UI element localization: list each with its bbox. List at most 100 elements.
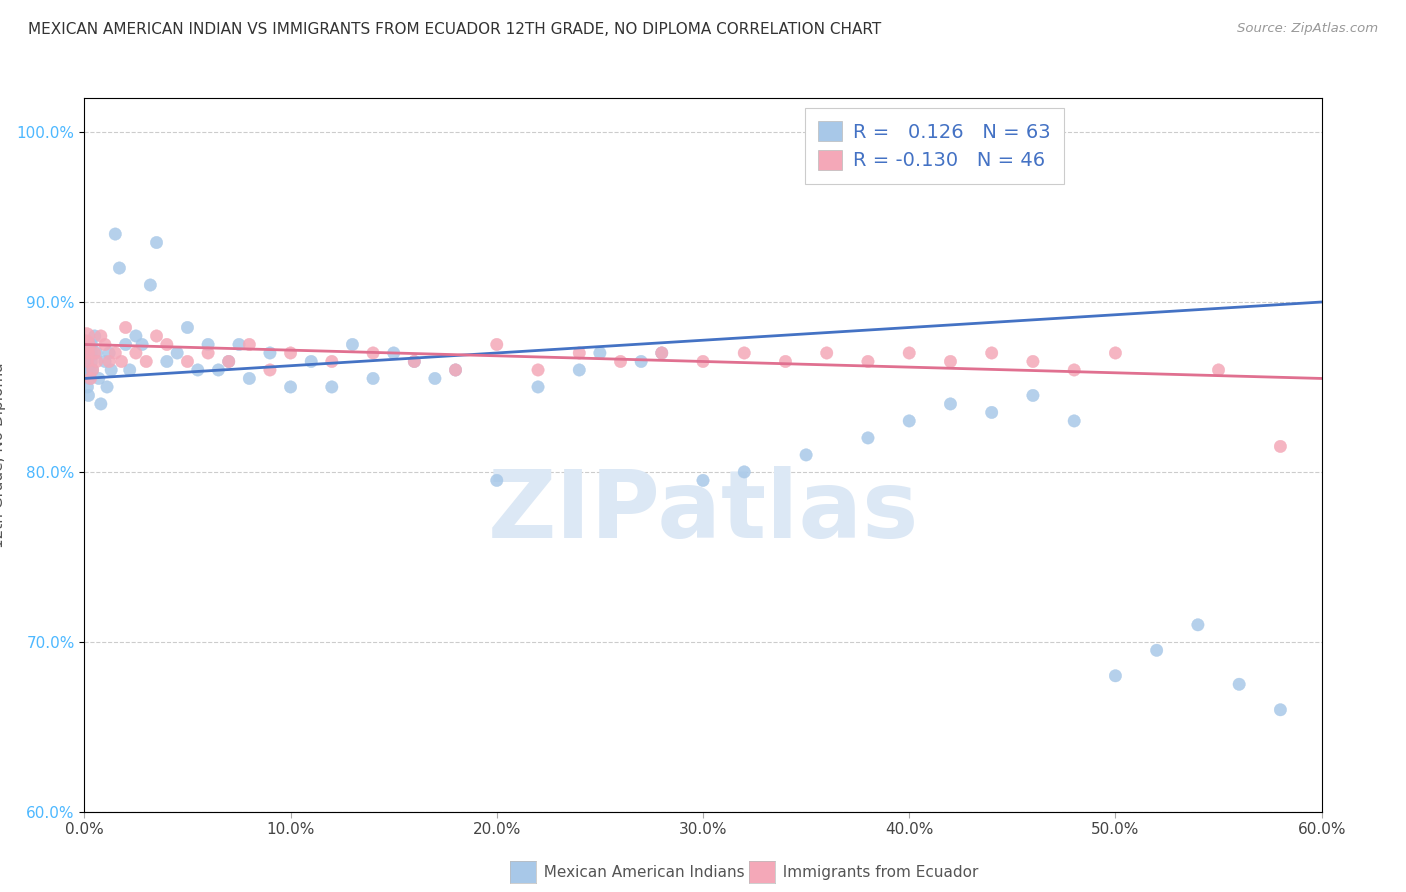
Point xyxy=(361,346,384,360)
Point xyxy=(228,337,250,351)
Point xyxy=(125,329,148,343)
Point xyxy=(382,346,405,360)
Point xyxy=(1022,354,1045,368)
Point xyxy=(651,346,673,360)
Point xyxy=(589,346,612,360)
Point xyxy=(299,354,322,368)
Point xyxy=(444,363,467,377)
Point xyxy=(114,337,136,351)
Point xyxy=(80,337,103,351)
Point xyxy=(75,346,97,360)
Legend: R =   0.126   N = 63, R = -0.130   N = 46: R = 0.126 N = 63, R = -0.130 N = 46 xyxy=(804,108,1064,184)
Point xyxy=(1270,703,1292,717)
Point xyxy=(145,329,167,343)
Point xyxy=(79,371,101,385)
Point xyxy=(321,354,343,368)
Point xyxy=(96,380,118,394)
Point xyxy=(630,354,652,368)
Text: Mexican American Indians: Mexican American Indians xyxy=(534,865,745,880)
Point xyxy=(856,354,879,368)
Point xyxy=(76,380,98,394)
Point xyxy=(692,354,714,368)
Point xyxy=(898,414,921,428)
Point xyxy=(733,465,755,479)
Y-axis label: 12th Grade, No Diploma: 12th Grade, No Diploma xyxy=(0,362,6,548)
Text: Source: ZipAtlas.com: Source: ZipAtlas.com xyxy=(1237,22,1378,36)
Point xyxy=(145,235,167,250)
Point xyxy=(207,363,229,377)
Point xyxy=(1022,388,1045,402)
Point xyxy=(90,397,112,411)
Text: Immigrants from Ecuador: Immigrants from Ecuador xyxy=(773,865,979,880)
Point xyxy=(485,337,508,351)
Point xyxy=(856,431,879,445)
Point xyxy=(733,346,755,360)
Point xyxy=(1063,363,1085,377)
Point xyxy=(568,363,591,377)
Point xyxy=(1227,677,1250,691)
Point xyxy=(423,371,446,385)
Point xyxy=(939,354,962,368)
Point xyxy=(527,363,550,377)
Point xyxy=(775,354,797,368)
Point xyxy=(125,346,148,360)
Point xyxy=(342,337,364,351)
Point xyxy=(444,363,467,377)
Point xyxy=(692,474,714,488)
Point xyxy=(139,278,162,293)
Point xyxy=(98,354,121,368)
Point xyxy=(82,363,104,377)
Point xyxy=(90,329,112,343)
Point xyxy=(156,354,179,368)
Point xyxy=(404,354,426,368)
Point xyxy=(79,371,101,385)
Point xyxy=(815,346,838,360)
Point xyxy=(75,329,97,343)
Point xyxy=(1063,414,1085,428)
Point xyxy=(77,346,100,360)
Point xyxy=(94,354,117,368)
Point xyxy=(104,227,127,241)
Point xyxy=(197,337,219,351)
Point xyxy=(94,337,117,351)
Point xyxy=(939,397,962,411)
Text: ZIPatlas: ZIPatlas xyxy=(488,466,918,558)
Point xyxy=(75,354,97,368)
Point xyxy=(651,346,673,360)
Point xyxy=(114,320,136,334)
Point xyxy=(79,363,101,377)
Point xyxy=(87,371,110,385)
Point xyxy=(259,363,281,377)
Point xyxy=(156,337,179,351)
Point xyxy=(568,346,591,360)
Point xyxy=(361,371,384,385)
Text: MEXICAN AMERICAN INDIAN VS IMMIGRANTS FROM ECUADOR 12TH GRADE, NO DIPLOMA CORREL: MEXICAN AMERICAN INDIAN VS IMMIGRANTS FR… xyxy=(28,22,882,37)
Point xyxy=(1104,346,1126,360)
Point xyxy=(77,388,100,402)
Point xyxy=(83,329,105,343)
Point xyxy=(280,380,302,394)
Point xyxy=(404,354,426,368)
Point xyxy=(100,363,122,377)
Point xyxy=(166,346,188,360)
Point xyxy=(527,380,550,394)
Point xyxy=(83,346,105,360)
Point xyxy=(238,371,260,385)
Point xyxy=(1104,669,1126,683)
Point xyxy=(259,346,281,360)
Point xyxy=(108,260,131,275)
Point xyxy=(176,320,198,334)
Point xyxy=(218,354,240,368)
Point xyxy=(118,363,141,377)
Point xyxy=(104,346,127,360)
Point xyxy=(135,354,157,368)
Point xyxy=(1146,643,1168,657)
Point xyxy=(485,474,508,488)
Point xyxy=(980,405,1002,419)
Point xyxy=(238,337,260,351)
Point xyxy=(218,354,240,368)
Point xyxy=(794,448,817,462)
Point xyxy=(86,346,108,360)
Point xyxy=(280,346,302,360)
Point xyxy=(82,363,104,377)
